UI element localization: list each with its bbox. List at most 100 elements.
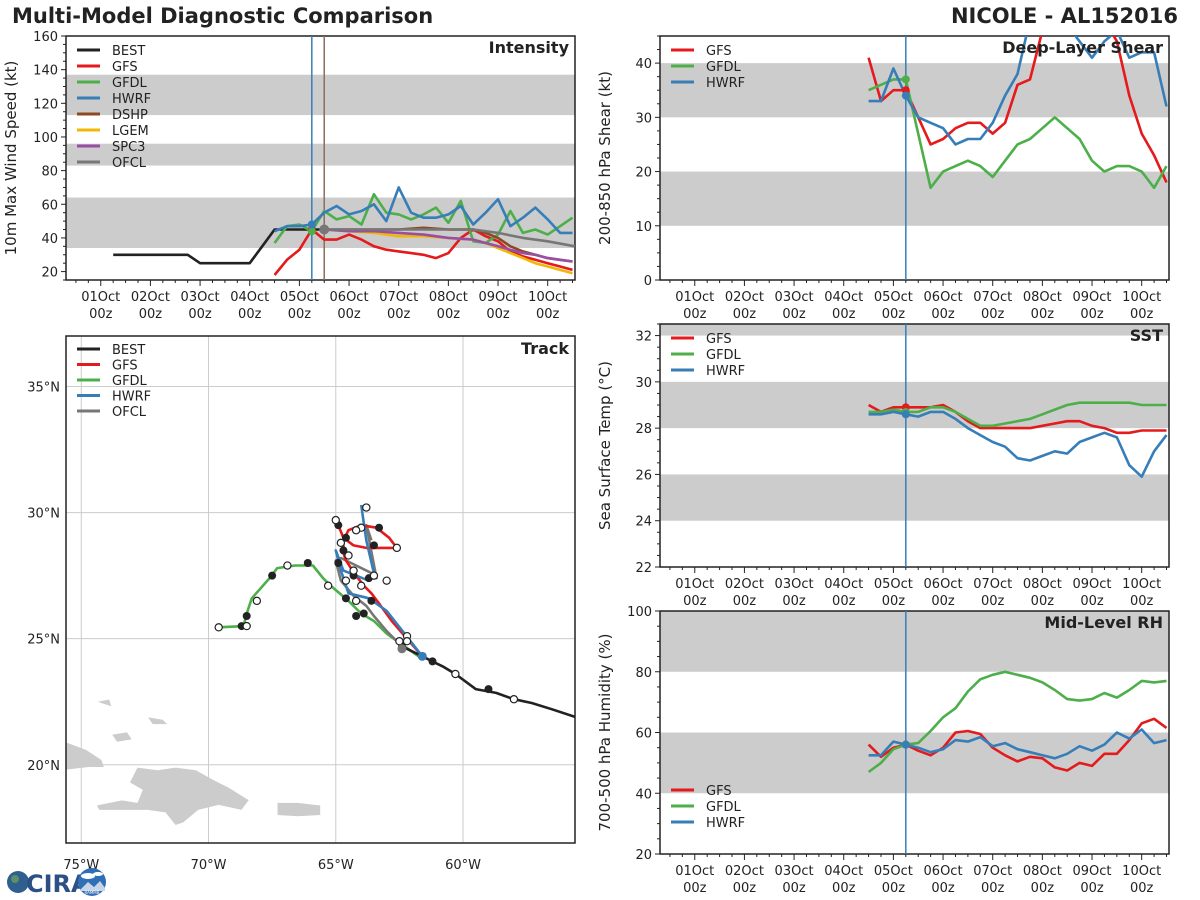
land-shape (95, 698, 113, 708)
track-marker-12z (402, 637, 412, 646)
y-tick-label: 100 (33, 131, 58, 146)
shaded-band (660, 611, 1169, 672)
x-tick-label-date: 04Oct (824, 290, 863, 305)
panel-title: Deep-Layer Shear (1002, 38, 1163, 57)
chart-sst: 22 24 26 28 30 32 Sea Surface Temp (°C) 01Oct 00… (596, 323, 1170, 609)
lat-tick-label: 25°N (27, 633, 60, 648)
y-tick-label: 22 (635, 561, 652, 576)
y-tick-label: 160 (33, 30, 58, 45)
y-tick-label: 60 (635, 727, 652, 742)
x-tick-label-date: 10Oct (528, 290, 567, 305)
track-marker-12z (392, 543, 402, 553)
x-tick-label-time: 00z (238, 307, 262, 322)
x-tick-label-date: 02Oct (725, 864, 764, 879)
legend-label-best: BEST (112, 44, 145, 59)
chart-intensity: 20 40 60 80 100 120 140 160 10m Max Wind Speed (… (2, 30, 576, 322)
series-line-gfdl (868, 401, 1167, 428)
track-marker-12z (344, 551, 353, 560)
x-tick-label-date: 01Oct (81, 290, 120, 305)
shaded-band (660, 381, 1169, 429)
x-tick-label-date: 07Oct (379, 290, 418, 305)
x-tick-label-date: 06Oct (924, 290, 963, 305)
x-tick-label-time: 00z (683, 307, 707, 322)
shaded-band (660, 474, 1169, 521)
x-tick-label-time: 00z (782, 307, 806, 322)
track-marker-00z (303, 559, 312, 568)
x-tick-label-date: 08Oct (429, 290, 468, 305)
series-line-gfs (273, 228, 573, 276)
y-tick-label: 24 (635, 515, 652, 530)
legend-label-gfs: GFS (706, 332, 732, 347)
legend-label-gfs: GFS (706, 44, 732, 59)
chart-rh: 20 40 60 80 100 700-500 hPa Humidity (%) 01Oct… (596, 605, 1170, 896)
track-marker-12z (283, 561, 292, 570)
y-axis-label: 700-500 hPa Humidity (%) (596, 633, 614, 831)
track-marker-00z (341, 533, 350, 542)
y-tick-label: 40 (635, 57, 652, 72)
y-axis-label: 10m Max Wind Speed (kt) (2, 61, 20, 256)
track-line-gfs (334, 521, 424, 658)
plot-frame (65, 335, 576, 844)
y-tick-label: 80 (41, 165, 58, 180)
track-marker-00z (339, 546, 348, 555)
series-line-gfdl (868, 78, 1168, 190)
x-tick-label-date: 01Oct (675, 290, 714, 305)
y-tick-label: 20 (41, 266, 58, 281)
land-shape (96, 766, 250, 826)
x-tick-label-time: 00z (1080, 881, 1104, 896)
x-tick-label-time: 00z (437, 307, 461, 322)
x-tick-label-time: 00z (683, 881, 707, 896)
track-marker-00z (334, 559, 343, 568)
legend-label-gfdl: GFDL (706, 348, 742, 363)
x-tick-label-date: 02Oct (725, 577, 764, 592)
panel-title: Mid-Level RH (1044, 613, 1163, 632)
track-line-best (401, 645, 575, 719)
lat-tick-label: 35°N (27, 380, 60, 395)
x-tick-label-date: 08Oct (1023, 577, 1062, 592)
x-tick-label-time: 00z (782, 594, 806, 609)
x-tick-label-date: 04Oct (230, 290, 269, 305)
land-shape (276, 802, 321, 817)
track-marker-00z (367, 596, 376, 605)
x-tick-label-time: 00z (188, 307, 212, 322)
x-tick-label-date: 08Oct (1023, 864, 1062, 879)
analysis-marker-ofcl (319, 224, 330, 235)
x-tick-label-time: 00z (832, 307, 856, 322)
legend-label-gfdl: GFDL (112, 374, 148, 389)
x-tick-label-date: 07Oct (973, 290, 1012, 305)
y-tick-label: 32 (635, 330, 652, 345)
land-shape (146, 716, 169, 725)
x-tick-label-time: 00z (486, 307, 510, 322)
x-tick-label-date: 03Oct (775, 290, 814, 305)
shaded-band (660, 171, 1169, 226)
figure-title: Multi-Model Diagnostic Comparison (12, 4, 434, 28)
track-line-ofcl (334, 523, 403, 648)
chart-track: 75°W 70°W 65°W 60°W20°N25°N30°N35°NTrackBES… (27, 335, 576, 873)
x-tick-label-date: 05Oct (280, 290, 319, 305)
y-tick-label: 60 (41, 198, 58, 213)
series-line-gfdl (867, 670, 1167, 774)
x-tick-label-time: 00z (832, 594, 856, 609)
x-tick-label-date: 10Oct (1122, 290, 1161, 305)
legend-label-hwrf: HWRF (112, 92, 151, 107)
chart-shear: 0 10 20 30 40 200-850 hPa Shear (kt) 01Oct 00z 0… (596, 35, 1170, 322)
x-tick-label-time: 00z (832, 881, 856, 896)
plot-frame (65, 35, 576, 281)
series-group (867, 611, 1168, 854)
x-tick-label-time: 00z (536, 307, 560, 322)
current-position-marker (417, 651, 427, 661)
x-tick-label-date: 10Oct (1122, 577, 1161, 592)
legend-label-hwrf: HWRF (706, 364, 745, 379)
storm-title: NICOLE - AL152016 (950, 4, 1178, 28)
legend-label-gfdl: GFDL (706, 60, 742, 75)
panel-title: Intensity (489, 38, 570, 57)
legend-label-gfs: GFS (112, 359, 138, 374)
x-tick-label-time: 00z (89, 307, 113, 322)
x-tick-label-date: 07Oct (973, 577, 1012, 592)
track-marker-00z (242, 611, 251, 620)
x-tick-label-time: 00z (882, 307, 906, 322)
track-marker-00z (375, 523, 384, 532)
y-tick-label: 40 (41, 232, 58, 247)
x-tick-label-date: 03Oct (181, 290, 220, 305)
